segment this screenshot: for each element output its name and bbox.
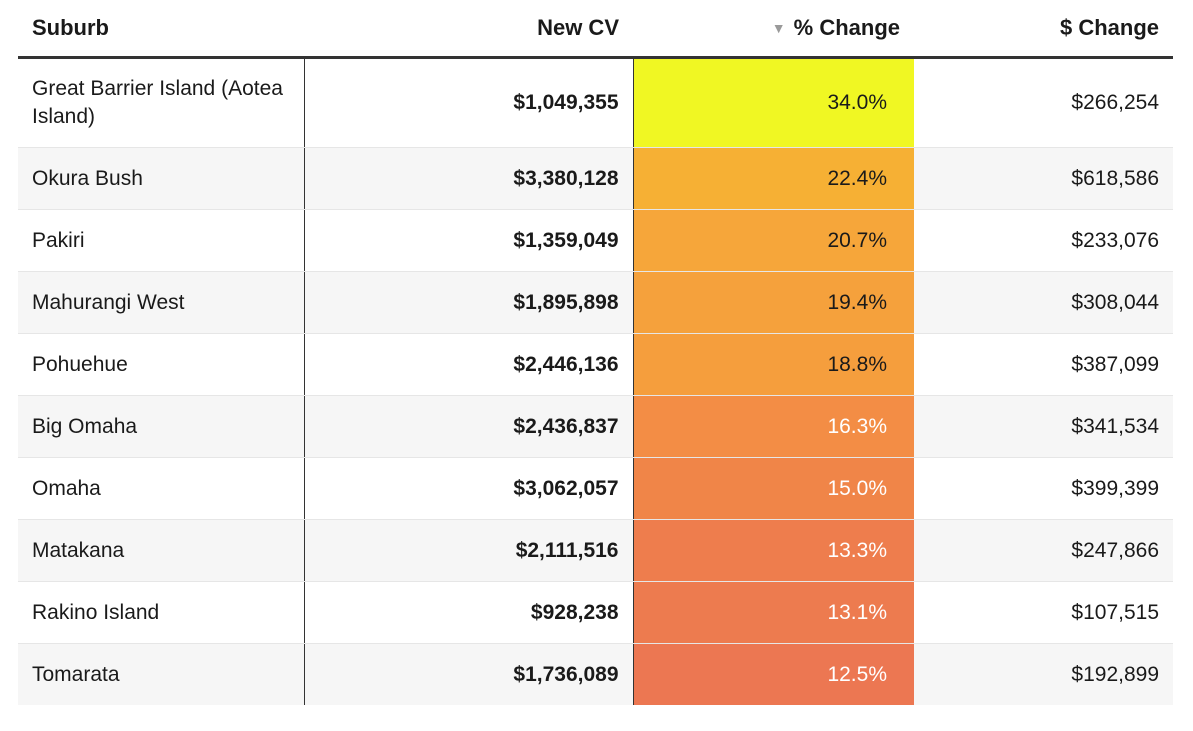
- table-row: Pakiri $1,359,049 20.7% $233,076: [18, 209, 1173, 272]
- cell-new-cv: $3,380,128: [304, 147, 634, 210]
- table-row: Rakino Island $928,238 13.1% $107,515: [18, 581, 1173, 644]
- column-header-suburb[interactable]: Suburb: [18, 0, 304, 59]
- cell-dollar-change: $266,254: [914, 57, 1173, 148]
- header-row: Suburb New CV ▼ % Change $ Change: [18, 0, 1173, 59]
- cell-dollar-change: $387,099: [914, 333, 1173, 396]
- cell-pct-change: 20.7%: [633, 209, 914, 272]
- cell-dollar-change: $341,534: [914, 395, 1173, 458]
- table-header: Suburb New CV ▼ % Change $ Change: [18, 0, 1173, 59]
- table-row: Pohuehue $2,446,136 18.8% $387,099: [18, 333, 1173, 396]
- cell-dollar-change: $247,866: [914, 519, 1173, 582]
- table-row: Okura Bush $3,380,128 22.4% $618,586: [18, 147, 1173, 210]
- column-header-new-cv[interactable]: New CV: [304, 0, 633, 59]
- cell-suburb: Mahurangi West: [18, 271, 305, 334]
- cell-suburb: Pakiri: [18, 209, 305, 272]
- cell-pct-change: 12.5%: [633, 643, 914, 705]
- table-row: Matakana $2,111,516 13.3% $247,866: [18, 519, 1173, 582]
- cell-new-cv: $2,111,516: [304, 519, 634, 582]
- column-header-pct-change[interactable]: ▼ % Change: [633, 0, 914, 59]
- cell-dollar-change: $399,399: [914, 457, 1173, 520]
- sort-descending-icon[interactable]: ▼: [771, 20, 786, 36]
- cell-dollar-change: $192,899: [914, 643, 1173, 705]
- cell-dollar-change: $618,586: [914, 147, 1173, 210]
- cell-pct-change: 18.8%: [633, 333, 914, 396]
- table-row: Big Omaha $2,436,837 16.3% $341,534: [18, 395, 1173, 458]
- table-row: Great Barrier Island (Aotea Island) $1,04…: [18, 57, 1173, 148]
- cell-suburb: Omaha: [18, 457, 305, 520]
- cell-pct-change: 34.0%: [633, 57, 914, 148]
- cell-pct-change: 15.0%: [633, 457, 914, 520]
- cell-suburb: Rakino Island: [18, 581, 305, 644]
- cell-pct-change: 19.4%: [633, 271, 914, 334]
- cell-suburb: Pohuehue: [18, 333, 305, 396]
- cell-dollar-change: $308,044: [914, 271, 1173, 334]
- cell-new-cv: $3,062,057: [304, 457, 634, 520]
- cell-suburb: Big Omaha: [18, 395, 305, 458]
- cell-dollar-change: $107,515: [914, 581, 1173, 644]
- suburb-value-table: Suburb New CV ▼ % Change $ Change Great B…: [18, 0, 1173, 705]
- data-table-container: Suburb New CV ▼ % Change $ Change Great B…: [18, 0, 1173, 705]
- table-body: Great Barrier Island (Aotea Island) $1,04…: [18, 57, 1173, 705]
- cell-new-cv: $2,436,837: [304, 395, 634, 458]
- cell-suburb: Tomarata: [18, 643, 305, 705]
- cell-pct-change: 13.3%: [633, 519, 914, 582]
- table-row: Omaha $3,062,057 15.0% $399,399: [18, 457, 1173, 520]
- cell-suburb: Okura Bush: [18, 147, 305, 210]
- cell-new-cv: $1,895,898: [304, 271, 634, 334]
- column-header-dollar-change[interactable]: $ Change: [914, 0, 1173, 59]
- cell-pct-change: 16.3%: [633, 395, 914, 458]
- cell-new-cv: $1,736,089: [304, 643, 634, 705]
- cell-dollar-change: $233,076: [914, 209, 1173, 272]
- table-row: Tomarata $1,736,089 12.5% $192,899: [18, 643, 1173, 705]
- cell-new-cv: $1,049,355: [304, 57, 634, 148]
- table-row: Mahurangi West $1,895,898 19.4% $308,044: [18, 271, 1173, 334]
- cell-suburb: Great Barrier Island (Aotea Island): [18, 57, 305, 148]
- cell-new-cv: $928,238: [304, 581, 634, 644]
- column-header-pct-change-label: % Change: [793, 15, 900, 40]
- cell-pct-change: 13.1%: [633, 581, 914, 644]
- cell-new-cv: $2,446,136: [304, 333, 634, 396]
- cell-suburb: Matakana: [18, 519, 305, 582]
- cell-new-cv: $1,359,049: [304, 209, 634, 272]
- cell-pct-change: 22.4%: [633, 147, 914, 210]
